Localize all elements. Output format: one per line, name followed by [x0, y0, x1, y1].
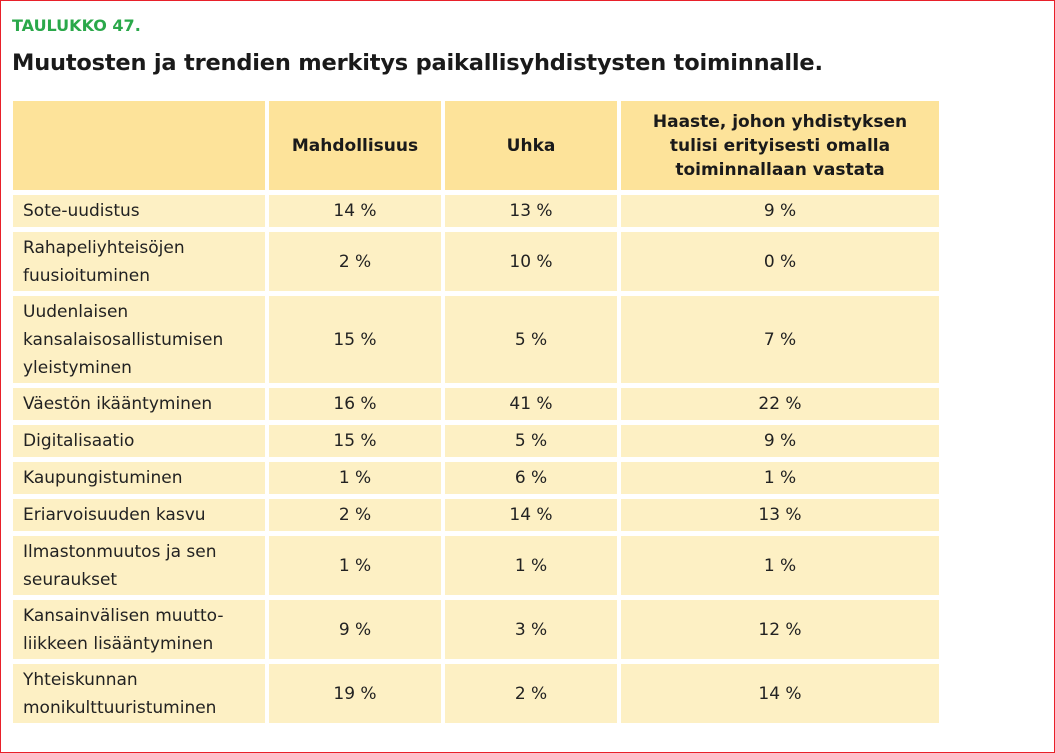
- table-row: Yhteiskunnan monikulttuuristuminen 19 % …: [13, 664, 939, 723]
- cell-haaste: 1 %: [621, 536, 939, 595]
- table-row: Kansainvälisen muutto-liikkeen lisääntym…: [13, 600, 939, 659]
- row-name: Rahapeliyhteisöjen fuusioituminen: [13, 232, 265, 291]
- cell-uhka: 14 %: [445, 499, 617, 531]
- cell-mahdollisuus: 15 %: [269, 425, 441, 457]
- table-row: Uudenlaisen kansalaisosallistumisen ylei…: [13, 296, 939, 383]
- row-name: Eriarvoisuuden kasvu: [13, 499, 265, 531]
- cell-haaste: 12 %: [621, 600, 939, 659]
- cell-mahdollisuus: 1 %: [269, 536, 441, 595]
- cell-mahdollisuus: 15 %: [269, 296, 441, 383]
- cell-mahdollisuus: 2 %: [269, 232, 441, 291]
- table-row: Sote-uudistus 14 % 13 % 9 %: [13, 195, 939, 227]
- cell-uhka: 5 %: [445, 296, 617, 383]
- cell-uhka: 5 %: [445, 425, 617, 457]
- table-row: Rahapeliyhteisöjen fuusioituminen 2 % 10…: [13, 232, 939, 291]
- cell-mahdollisuus: 16 %: [269, 388, 441, 420]
- cell-uhka: 3 %: [445, 600, 617, 659]
- table-row: Ilmastonmuutos ja sen seuraukset 1 % 1 %…: [13, 536, 939, 595]
- row-name: Kaupungistuminen: [13, 462, 265, 494]
- row-name: Väestön ikääntyminen: [13, 388, 265, 420]
- page-title: Muutosten ja trendien merkitys paikallis…: [12, 50, 823, 76]
- cell-uhka: 41 %: [445, 388, 617, 420]
- row-name: Ilmastonmuutos ja sen seuraukset: [13, 536, 265, 595]
- data-table: Mahdollisuus Uhka Haaste, johon yhdistyk…: [9, 96, 943, 728]
- cell-mahdollisuus: 14 %: [269, 195, 441, 227]
- cell-haaste: 13 %: [621, 499, 939, 531]
- table-label: TAULUKKO 47.: [12, 16, 141, 35]
- cell-haaste: 9 %: [621, 195, 939, 227]
- cell-uhka: 13 %: [445, 195, 617, 227]
- header-uhka: Uhka: [445, 101, 617, 190]
- table-row: Väestön ikääntyminen 16 % 41 % 22 %: [13, 388, 939, 420]
- cell-mahdollisuus: 2 %: [269, 499, 441, 531]
- row-name: Uudenlaisen kansalaisosallistumisen ylei…: [13, 296, 265, 383]
- cell-mahdollisuus: 9 %: [269, 600, 441, 659]
- cell-uhka: 2 %: [445, 664, 617, 723]
- cell-haaste: 1 %: [621, 462, 939, 494]
- table-row: Digitalisaatio 15 % 5 % 9 %: [13, 425, 939, 457]
- cell-haaste: 14 %: [621, 664, 939, 723]
- cell-mahdollisuus: 1 %: [269, 462, 441, 494]
- cell-uhka: 1 %: [445, 536, 617, 595]
- header-haaste: Haaste, johon yhdistyksen tulisi erityis…: [621, 101, 939, 190]
- cell-uhka: 10 %: [445, 232, 617, 291]
- cell-haaste: 9 %: [621, 425, 939, 457]
- cell-mahdollisuus: 19 %: [269, 664, 441, 723]
- row-name: Sote-uudistus: [13, 195, 265, 227]
- cell-haaste: 22 %: [621, 388, 939, 420]
- table-row: Kaupungistuminen 1 % 6 % 1 %: [13, 462, 939, 494]
- cell-haaste: 7 %: [621, 296, 939, 383]
- cell-haaste: 0 %: [621, 232, 939, 291]
- row-name: Yhteiskunnan monikulttuuristuminen: [13, 664, 265, 723]
- row-name: Kansainvälisen muutto-liikkeen lisääntym…: [13, 600, 265, 659]
- table-row: Eriarvoisuuden kasvu 2 % 14 % 13 %: [13, 499, 939, 531]
- header-mahdollisuus: Mahdollisuus: [269, 101, 441, 190]
- row-name: Digitalisaatio: [13, 425, 265, 457]
- cell-uhka: 6 %: [445, 462, 617, 494]
- header-empty: [13, 101, 265, 190]
- table-header-row: Mahdollisuus Uhka Haaste, johon yhdistyk…: [13, 101, 939, 190]
